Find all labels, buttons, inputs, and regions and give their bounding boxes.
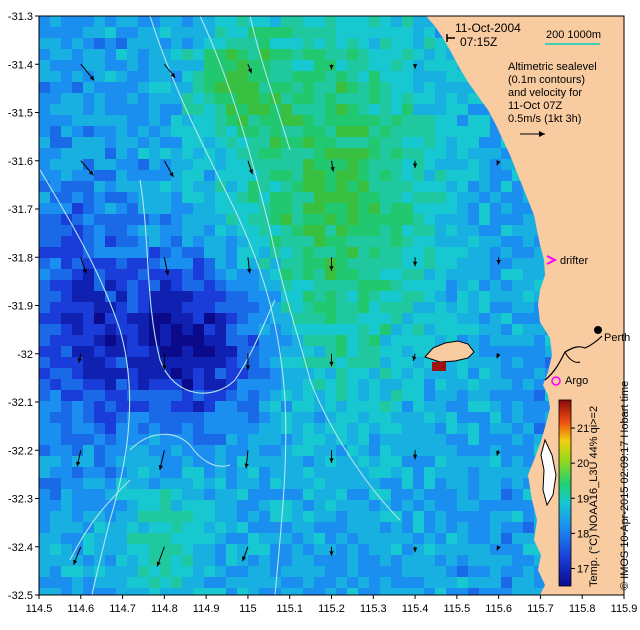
colorbar-tick-label: 21 <box>577 423 589 435</box>
colorbar-tick-label: 20 <box>577 458 589 470</box>
velocity-arrow-head <box>73 559 78 565</box>
velocity-arrow-head <box>244 463 249 469</box>
svg-text:Altimetric sealevel: Altimetric sealevel <box>508 61 597 73</box>
velocity-arrow-head <box>412 163 418 168</box>
y-tick-label: -31.3 <box>8 11 33 23</box>
y-tick-label: -32.5 <box>8 590 33 602</box>
velocity-arrow-head <box>496 259 501 265</box>
velocity-arrow-head <box>496 450 501 456</box>
x-tick-label: 114.7 <box>109 603 136 615</box>
velocity-arrow-head <box>329 458 334 463</box>
y-tick-label: -31.4 <box>8 59 33 71</box>
perth-label: Perth <box>604 332 630 344</box>
y-axis: -31.3 -31.4 -31.5 -31.6 -31.7 -31.8 -31.9 -32 -3… <box>8 11 39 602</box>
velocity-arrow-head <box>412 64 418 69</box>
x-tick-label: 115.4 <box>402 603 429 615</box>
y-tick-label: -31.6 <box>8 156 33 168</box>
velocity-arrow-head <box>245 365 251 370</box>
rottnest-island <box>424 340 475 363</box>
lake-red-patch <box>432 362 446 371</box>
map-date: 11-Oct-2004 <box>455 21 521 35</box>
x-tick-label: 114.5 <box>26 603 53 615</box>
svg-text:0.5m/s (1kt 3h): 0.5m/s (1kt 3h) <box>508 113 581 125</box>
colorbar-tick-label: 18 <box>577 528 589 540</box>
velocity-arrow-head <box>82 268 87 274</box>
velocity-arrow-head <box>412 261 418 267</box>
x-tick-label: 115.2 <box>318 603 345 615</box>
velocity-note: Altimetric sealevel (0.1m contours) and … <box>508 61 597 137</box>
perth-marker <box>594 326 602 334</box>
velocity-arrow-head <box>412 454 418 460</box>
velocity-arrow-head <box>76 461 81 467</box>
scale-label: 200 1000m <box>546 29 601 41</box>
argo-marker <box>551 376 561 386</box>
y-tick-label: -32 <box>17 349 33 361</box>
svg-text:(0.1m contours): (0.1m contours) <box>508 74 585 86</box>
swan-river <box>544 335 603 381</box>
velocity-arrow-head <box>496 545 501 551</box>
credit-text: © IMOS 10-Apr-2015 02:09:17 Hobart time <box>619 381 631 590</box>
velocity-arrow-head <box>88 170 94 176</box>
y-tick-label: -31.5 <box>8 108 33 120</box>
velocity-arrow-head <box>248 169 254 175</box>
velocity-arrow-head <box>329 551 334 556</box>
x-tick-label: 115.9 <box>611 603 638 615</box>
colorbar-label: Temp. (°C) NOAA16_L3U 44% qi>=2 <box>588 406 600 587</box>
argo-label: Argo <box>565 375 588 387</box>
velocity-arrow-head <box>496 160 501 166</box>
drifter-marker <box>546 255 558 265</box>
colorbar-tick-label: 19 <box>577 493 589 505</box>
map-time: 07:15Z <box>460 35 497 49</box>
y-tick-label: -32.2 <box>8 445 33 457</box>
x-tick-label: 115.8 <box>569 603 596 615</box>
swan-river-branch <box>564 351 581 363</box>
land-mass <box>426 16 624 595</box>
sealevel-contours <box>39 16 401 595</box>
velocity-arrow-head <box>162 365 167 370</box>
x-tick-label: 115.6 <box>485 603 512 615</box>
velocity-arrow-head <box>170 72 176 78</box>
x-tick-label: 115.1 <box>276 603 303 615</box>
velocity-arrow-head <box>242 556 247 562</box>
velocity-arrow-head <box>247 268 252 274</box>
velocity-arrow-head <box>169 171 174 177</box>
svg-text:11-Oct 07Z: 11-Oct 07Z <box>508 100 562 112</box>
y-tick-label: -31.7 <box>8 204 33 216</box>
x-tick-label: 114.8 <box>151 603 178 615</box>
velocity-arrow-head <box>89 75 95 81</box>
y-tick-label: -31.9 <box>8 301 33 313</box>
velocity-arrow-head <box>77 357 83 363</box>
x-tick-label: 115 <box>239 603 257 615</box>
y-tick-label: -32.1 <box>8 397 33 409</box>
peel-inlet <box>540 438 557 507</box>
velocity-arrow-head <box>156 561 161 567</box>
y-tick-label: -32.3 <box>8 494 33 506</box>
velocity-arrow-head <box>329 65 334 70</box>
velocity-arrow-head <box>247 68 252 74</box>
y-tick-label: -32.4 <box>8 542 33 554</box>
x-tick-label: 114.9 <box>193 603 220 615</box>
x-axis: 114.5 114.6 114.7 114.8 114.9 115 115.1 115.2 11… <box>26 595 638 615</box>
velocity-arrow-head <box>164 270 170 276</box>
svg-text:and velocity for: and velocity for <box>508 87 582 99</box>
x-tick-label: 115.7 <box>527 603 554 615</box>
velocity-arrow-head <box>412 547 418 553</box>
colorbar: 17 18 19 20 21 Temp. (°C) NOAA16_L3U 44% qi>… <box>558 399 600 587</box>
x-tick-label: 115.3 <box>360 603 387 615</box>
velocity-arrow-head <box>330 166 335 172</box>
velocity-arrow-head <box>412 356 417 361</box>
velocity-arrow-head <box>158 465 163 471</box>
velocity-arrow-head <box>329 361 334 367</box>
colorbar-tick-label: 17 <box>577 563 589 575</box>
x-tick-label: 115.5 <box>443 603 470 615</box>
x-tick-label: 114.6 <box>67 603 94 615</box>
velocity-arrow-head <box>496 353 501 359</box>
velocity-arrows <box>73 63 501 567</box>
velocity-arrow-head <box>329 266 334 271</box>
y-tick-label: -31.8 <box>8 252 33 264</box>
drifter-label: drifter <box>560 255 588 267</box>
